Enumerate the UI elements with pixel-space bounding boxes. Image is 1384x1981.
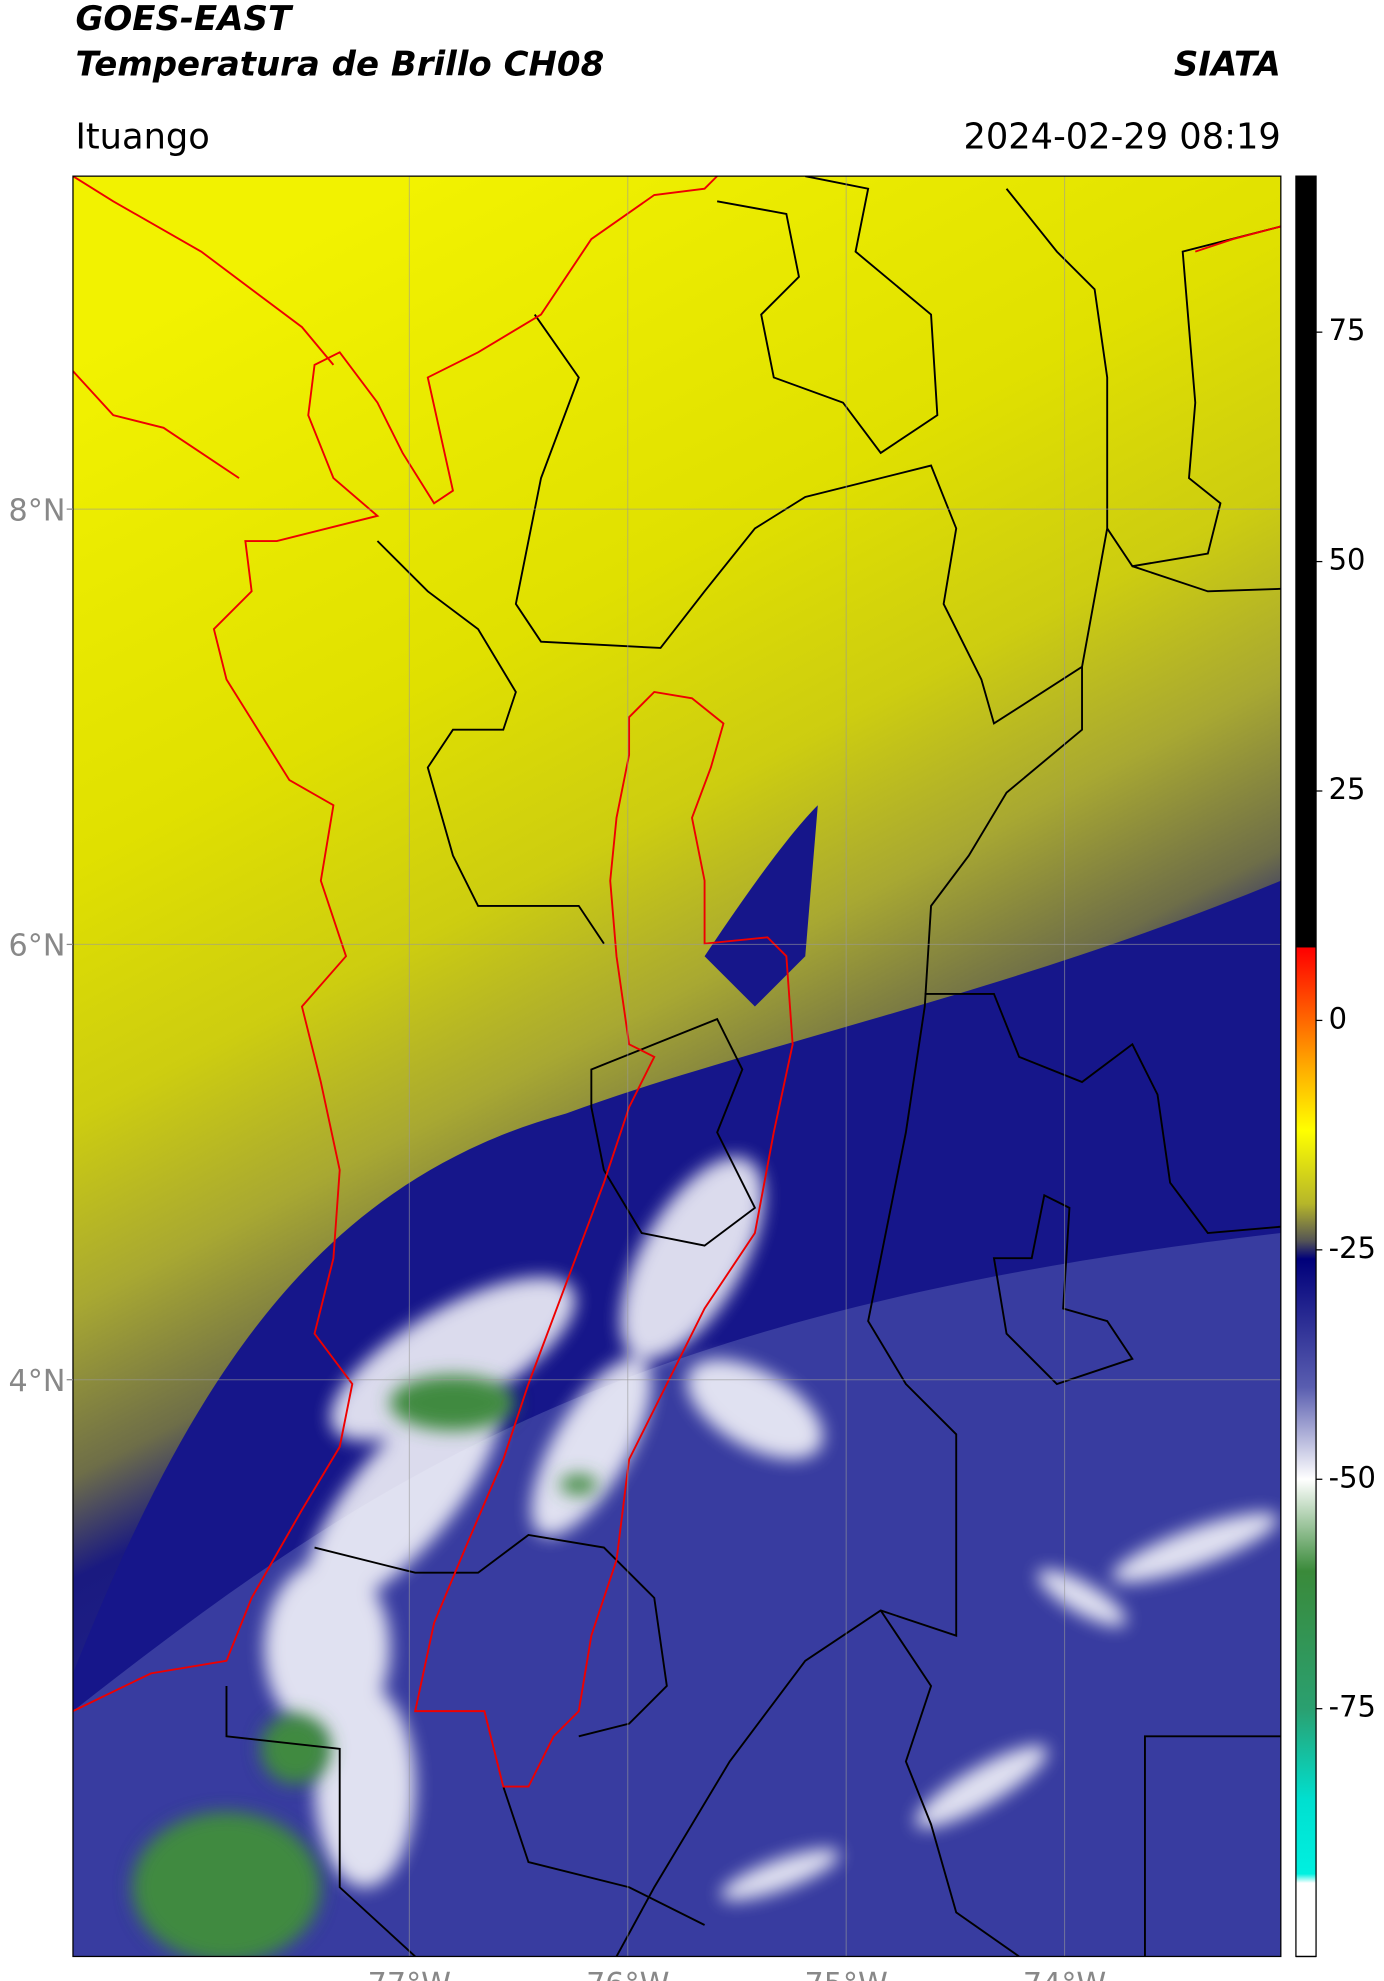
colorbar-tick-label: 25 (1329, 772, 1366, 806)
borders (225, 176, 1281, 1957)
colorbar-tick-label: 0 (1329, 1001, 1347, 1035)
map-frame (72, 175, 1282, 1958)
lon-label: 76°W (586, 1967, 669, 1981)
title: GOES-EAST (75, 0, 293, 39)
colorbar-tick-label: -25 (1329, 1231, 1376, 1265)
map-image (72, 176, 1281, 1957)
location: Ituango (75, 116, 209, 157)
lat-label: 8°N (9, 493, 66, 528)
lat-label: 6°N (9, 929, 66, 964)
coastline (72, 176, 1281, 1788)
colorbar-tick-label: 75 (1329, 313, 1366, 347)
colorbar-tick-label: 50 (1329, 543, 1366, 577)
colorbar-tick-label: -50 (1329, 1460, 1376, 1494)
subtitle: Temperatura de Brillo CH08 (75, 44, 604, 84)
timestamp: 2024-02-29 08:19 (963, 116, 1280, 157)
lon-label: 75°W (804, 1967, 887, 1981)
lon-label: 74°W (1023, 1967, 1106, 1981)
colorbar (1295, 175, 1317, 1958)
lon-label: 77°W (368, 1967, 451, 1981)
colorbar-tick-label: -75 (1329, 1690, 1376, 1724)
lat-label: 4°N (9, 1364, 66, 1399)
organization: SIATA (1174, 44, 1281, 84)
